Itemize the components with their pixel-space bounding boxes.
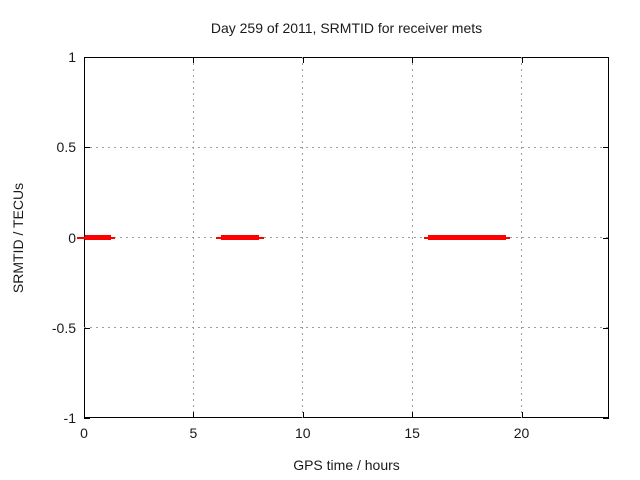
x-tick-top (412, 57, 414, 63)
y-tick-right (603, 57, 609, 58)
y-tick-right (603, 418, 609, 419)
y-tick-label: 0.5 (56, 139, 76, 156)
y-tick-label: 1 (68, 49, 76, 65)
x-tick-label: 0 (80, 425, 88, 441)
y-gridline (84, 327, 609, 329)
x-tick-top (193, 57, 195, 63)
y-tick-right (603, 147, 609, 149)
y-tick-label: 0 (68, 229, 76, 246)
y-gridline (84, 146, 609, 148)
x-tick-label: 10 (294, 425, 311, 441)
data-segment (428, 235, 506, 240)
y-gridline (84, 237, 609, 238)
y-tick-label: -0.5 (51, 319, 76, 336)
y-tick-right (603, 327, 609, 329)
y-tick-left (84, 418, 90, 419)
x-axis-label: GPS time / hours (293, 457, 400, 473)
x-tick-top (521, 57, 523, 63)
x-tick-bottom (302, 412, 304, 418)
x-tick-label: 20 (513, 425, 530, 441)
y-tick-left (84, 147, 90, 149)
x-tick-bottom (193, 412, 195, 418)
chart-title: Day 259 of 2011, SRMTID for receiver met… (210, 20, 483, 36)
y-tick-left (84, 327, 90, 329)
x-tick-label: 15 (404, 425, 420, 441)
x-tick-label: 5 (189, 425, 198, 441)
data-segment (85, 235, 111, 240)
x-tick-bottom (84, 412, 85, 418)
data-segment (220, 235, 259, 240)
x-tick-bottom (412, 412, 414, 418)
y-tick-right (603, 237, 609, 239)
x-tick-top (84, 57, 85, 63)
y-tick-label: -1 (63, 410, 76, 426)
x-tick-top (302, 57, 304, 63)
y-tick-left (84, 57, 90, 58)
x-tick-bottom (521, 412, 523, 418)
